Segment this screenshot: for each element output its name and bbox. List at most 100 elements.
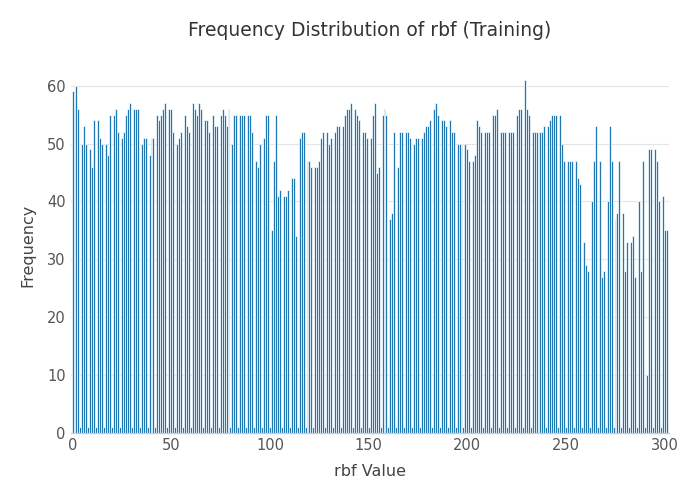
Bar — [103, 428, 105, 433]
Bar — [696, 312, 697, 433]
Bar — [410, 138, 411, 433]
Bar — [249, 114, 251, 433]
Bar — [601, 277, 603, 433]
Bar — [288, 428, 290, 433]
Bar — [518, 109, 519, 433]
Bar — [279, 190, 281, 433]
Bar — [340, 428, 342, 433]
Bar — [91, 166, 93, 433]
Bar — [545, 428, 547, 433]
Bar — [468, 161, 470, 433]
Bar — [429, 120, 431, 433]
Bar — [542, 132, 543, 433]
Bar — [239, 114, 241, 433]
Bar — [342, 126, 344, 433]
Bar — [318, 161, 321, 433]
Bar — [540, 132, 542, 433]
Bar — [670, 230, 672, 433]
Bar — [143, 138, 145, 433]
Bar — [210, 428, 211, 433]
Bar — [198, 103, 200, 433]
Bar — [603, 271, 605, 433]
Bar — [350, 103, 352, 433]
Bar — [158, 120, 160, 433]
Bar — [595, 126, 596, 433]
Bar — [498, 428, 500, 433]
Bar — [652, 428, 654, 433]
Bar — [533, 132, 536, 433]
Bar — [358, 120, 360, 433]
Bar — [196, 114, 198, 433]
Bar — [202, 428, 204, 433]
Bar — [510, 132, 512, 433]
Bar — [393, 132, 395, 433]
Bar — [275, 114, 277, 433]
Bar — [419, 428, 421, 433]
Bar — [577, 178, 579, 433]
Bar — [593, 161, 595, 433]
Bar — [417, 138, 419, 433]
Bar — [407, 132, 410, 433]
Bar — [223, 114, 225, 433]
Bar — [267, 114, 269, 433]
Bar — [88, 428, 90, 433]
Bar — [559, 114, 561, 433]
Bar — [300, 132, 302, 433]
Bar — [244, 114, 245, 433]
Bar — [449, 120, 451, 433]
Bar — [74, 103, 76, 433]
Bar — [95, 428, 97, 433]
Bar — [160, 114, 162, 433]
Bar — [192, 103, 194, 433]
Bar — [552, 114, 553, 433]
Bar — [668, 428, 670, 433]
Bar — [629, 428, 630, 433]
Bar — [336, 126, 338, 433]
Bar — [208, 132, 210, 433]
Bar — [309, 161, 310, 433]
Bar — [277, 196, 279, 433]
Bar — [211, 114, 214, 433]
Bar — [136, 109, 139, 433]
Bar — [425, 126, 427, 433]
Bar — [473, 161, 475, 433]
Bar — [190, 428, 192, 433]
Bar — [334, 132, 336, 433]
Bar — [253, 428, 256, 433]
Bar — [441, 120, 442, 433]
Bar — [304, 428, 307, 433]
Bar — [514, 428, 516, 433]
Bar — [206, 120, 208, 433]
Bar — [307, 161, 309, 433]
Bar — [259, 144, 261, 433]
Bar — [567, 161, 569, 433]
Bar — [678, 68, 680, 433]
Bar — [660, 428, 662, 433]
Bar — [435, 103, 437, 433]
Bar — [442, 120, 444, 433]
Bar — [496, 109, 498, 433]
Bar — [180, 132, 182, 433]
Bar — [295, 236, 297, 433]
Bar — [188, 132, 190, 433]
Bar — [332, 428, 334, 433]
Bar — [330, 138, 332, 433]
Bar — [182, 428, 184, 433]
Bar — [648, 150, 650, 433]
Bar — [564, 161, 565, 433]
Bar — [421, 138, 423, 433]
Bar — [153, 138, 155, 433]
Bar — [123, 132, 125, 433]
Bar — [71, 92, 74, 433]
Bar — [598, 161, 601, 433]
Bar — [281, 428, 283, 433]
Bar — [172, 132, 174, 433]
Bar — [261, 428, 263, 433]
Bar — [222, 109, 223, 433]
Bar — [587, 271, 589, 433]
Bar — [642, 161, 644, 433]
Bar — [186, 126, 188, 433]
Bar — [399, 132, 401, 433]
Bar — [76, 86, 78, 433]
Bar — [145, 138, 146, 433]
